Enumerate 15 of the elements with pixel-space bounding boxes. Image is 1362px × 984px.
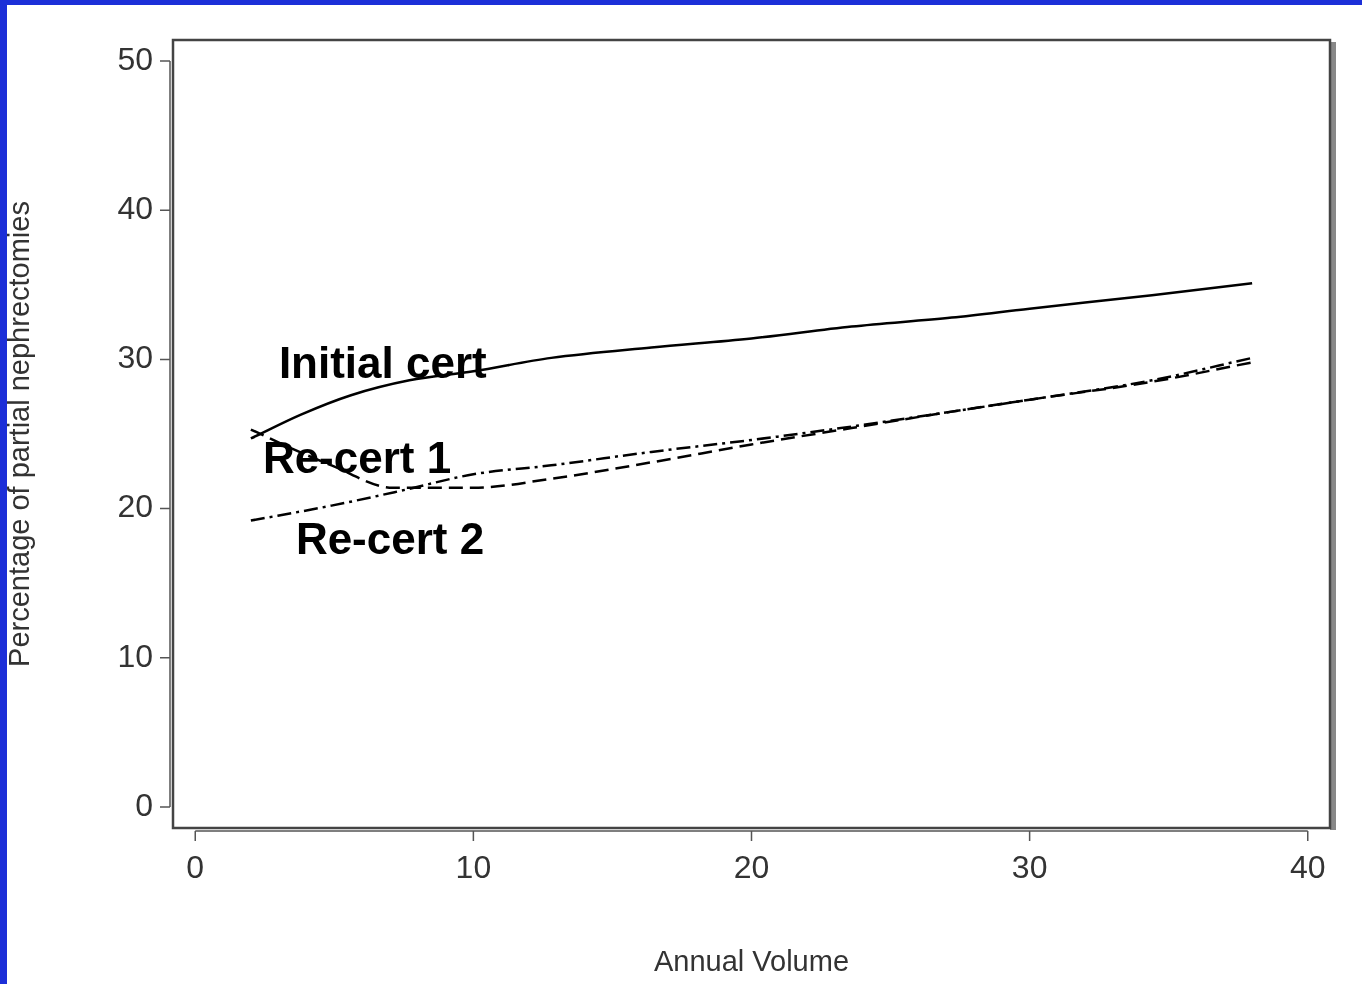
x-tick-label: 40 [1289,849,1326,886]
y-tick-label: 50 [117,40,153,77]
x-tick-label: 10 [455,849,492,886]
y-tick-label: 40 [117,189,153,226]
x-tick-label: 30 [1011,849,1048,886]
y-tick-label: 20 [117,488,153,525]
x-tick-label: 0 [186,849,205,886]
y-axis-title: Percentage of partial nephrectomies [3,201,36,667]
y-tick-label: 10 [117,637,153,674]
y-tick-label: 30 [117,339,153,376]
x-tick-label: 20 [733,849,770,886]
series-label: Initial cert [278,338,488,388]
x-axis-title: Annual Volume [653,944,850,977]
y-tick-label: 0 [135,786,153,823]
series-label: Re-cert 2 [295,513,485,563]
